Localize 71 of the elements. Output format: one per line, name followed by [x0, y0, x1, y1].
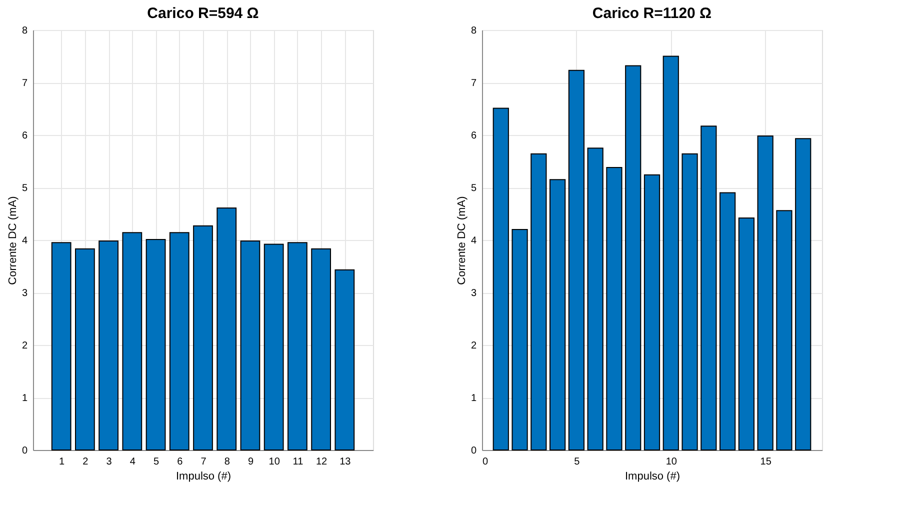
- x-tick-label: 8: [224, 456, 230, 468]
- y-tick-label: 8: [470, 26, 477, 36]
- x-tick-label: 9: [248, 456, 254, 468]
- bar: [644, 174, 660, 450]
- y-tick-label: 4: [22, 236, 28, 246]
- x-tick-label: 7: [200, 456, 207, 468]
- bar: [587, 148, 604, 450]
- x-tick-label: 6: [177, 456, 184, 468]
- bar: [288, 242, 308, 450]
- x-axis-title: Impulso (#): [176, 470, 232, 482]
- chart-title: Carico R=1120 Ω: [592, 5, 712, 22]
- bar: [757, 136, 774, 450]
- x-tick-label: 3: [106, 456, 112, 468]
- bar: [662, 56, 679, 450]
- y-tick-label: 0: [22, 446, 28, 456]
- y-tick-label: 1: [22, 393, 28, 404]
- x-tick-label: 10: [666, 456, 678, 468]
- y-tick-label: 3: [22, 288, 28, 299]
- bar: [530, 153, 547, 450]
- bar: [738, 217, 754, 450]
- bar: [122, 232, 142, 450]
- bar: [334, 269, 355, 450]
- y-tick-label: 1: [470, 393, 477, 404]
- bar: [625, 65, 642, 450]
- bar: [776, 210, 792, 450]
- bar: [169, 232, 190, 450]
- x-tick-label: 13: [340, 456, 352, 468]
- bar: [51, 242, 72, 450]
- y-tick-label: 2: [470, 340, 477, 352]
- y-tick-label: 0: [470, 446, 477, 456]
- bar: [606, 167, 622, 450]
- y-tick-label: 4: [470, 236, 477, 246]
- y-tick-label: 7: [22, 78, 28, 89]
- bar: [795, 138, 812, 450]
- x-tick-label: 11: [292, 456, 304, 468]
- y-tick-label: 8: [22, 26, 28, 36]
- y-tick-label: 3: [470, 288, 477, 299]
- bar: [492, 108, 509, 450]
- y-tick-label: 2: [22, 340, 28, 352]
- bar: [720, 192, 736, 450]
- bar: [512, 229, 528, 450]
- x-axis-title: Impulso (#): [624, 470, 680, 482]
- y-axis-title: Corrente DC (mA): [456, 196, 468, 285]
- x-tick-label: 5: [153, 456, 160, 468]
- y-tick-label: 6: [470, 130, 477, 142]
- y-tick-label: 5: [470, 183, 477, 194]
- x-tick-label: 4: [130, 456, 136, 468]
- y-axis-title: Corrente DC (mA): [6, 196, 19, 285]
- bar: [568, 70, 584, 450]
- bar: [264, 244, 284, 450]
- bar: [311, 248, 331, 450]
- x-tick-label: 1: [59, 456, 66, 468]
- chart-title: Carico R=594 Ω: [147, 5, 259, 22]
- bar: [240, 240, 260, 450]
- bar: [98, 240, 118, 450]
- x-tick-label: 15: [760, 456, 772, 468]
- bar: [75, 248, 95, 450]
- bar: [682, 153, 698, 450]
- x-tick-label: 5: [574, 456, 580, 468]
- x-tick-label: 12: [316, 456, 328, 468]
- y-tick-label: 7: [470, 78, 477, 89]
- bar: [146, 238, 166, 450]
- y-tick-label: 5: [22, 183, 28, 194]
- bar: [700, 126, 717, 450]
- y-tick-label: 6: [22, 130, 28, 142]
- bar: [193, 225, 213, 450]
- bar: [550, 179, 566, 450]
- x-tick-label: 2: [82, 456, 89, 468]
- x-tick-label: 0: [482, 456, 488, 468]
- bar: [216, 207, 237, 450]
- x-tick-label: 10: [268, 456, 280, 468]
